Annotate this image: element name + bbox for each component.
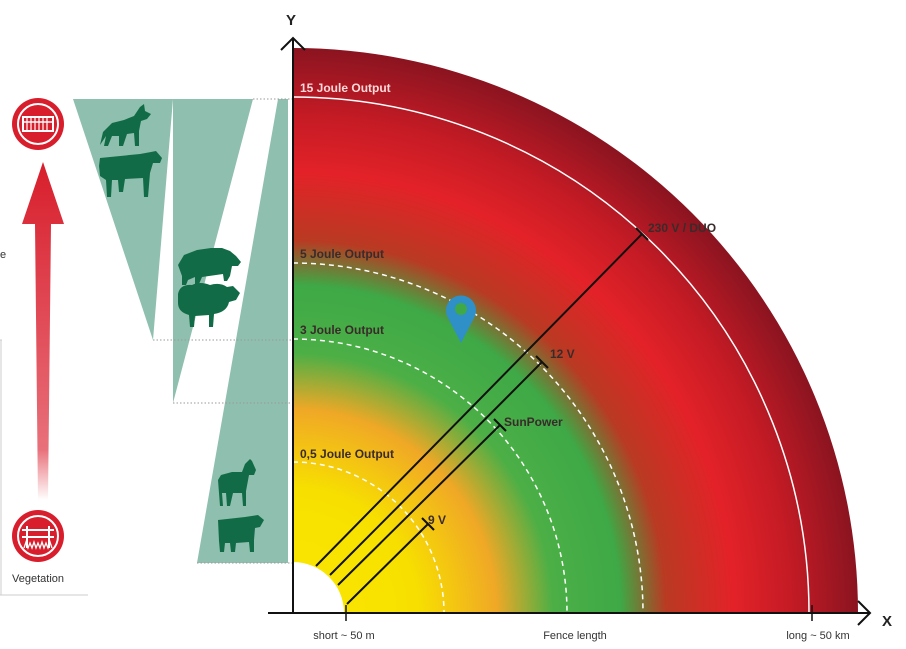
x-tick-label-long: long ~ 50 km xyxy=(786,630,849,642)
device-label-12v: 12 V xyxy=(550,347,575,361)
x-axis-title: Fence length xyxy=(543,630,607,642)
x-tick-label-short: short ~ 50 m xyxy=(313,630,374,642)
device-label-230v: 230 V / DUO xyxy=(648,221,716,235)
zone-label-3: 3 Joule Output xyxy=(300,323,384,337)
device-line-230v xyxy=(315,227,649,567)
horse-icon xyxy=(218,459,256,506)
device-line-12v xyxy=(329,355,549,576)
zero-zone xyxy=(293,562,344,613)
low-fence-icon xyxy=(12,510,64,562)
wolf-icon xyxy=(100,104,151,146)
zone-label-5: 5 Joule Output xyxy=(300,247,384,261)
vegetation-arrow xyxy=(22,162,64,500)
y-axis-label: Y xyxy=(286,12,296,29)
x-axis xyxy=(268,600,872,626)
device-label-9v: 9 V xyxy=(428,513,446,527)
device-line-9v xyxy=(346,517,435,605)
y-axis xyxy=(280,36,306,613)
vegetation-label: Vegetation xyxy=(12,573,64,585)
high-fence-icon xyxy=(12,98,64,150)
zone-label-05: 0,5 Joule Output xyxy=(300,447,394,461)
cow-icon xyxy=(99,151,162,197)
arc-5-joule xyxy=(292,262,644,614)
x-axis-label: X xyxy=(882,613,892,630)
cut-letter: e xyxy=(0,249,6,261)
band-guides xyxy=(153,98,293,564)
cattle-icon xyxy=(218,515,264,552)
sheep-icon xyxy=(178,283,240,327)
device-line-sunpower xyxy=(337,418,507,586)
energy-zones xyxy=(293,48,858,613)
arc-15-joule xyxy=(292,96,810,614)
device-label-sunpower: SunPower xyxy=(504,415,563,429)
boar-icon xyxy=(178,248,241,285)
zone-label-15: 15 Joule Output xyxy=(300,81,391,95)
location-marker-icon xyxy=(446,295,477,343)
